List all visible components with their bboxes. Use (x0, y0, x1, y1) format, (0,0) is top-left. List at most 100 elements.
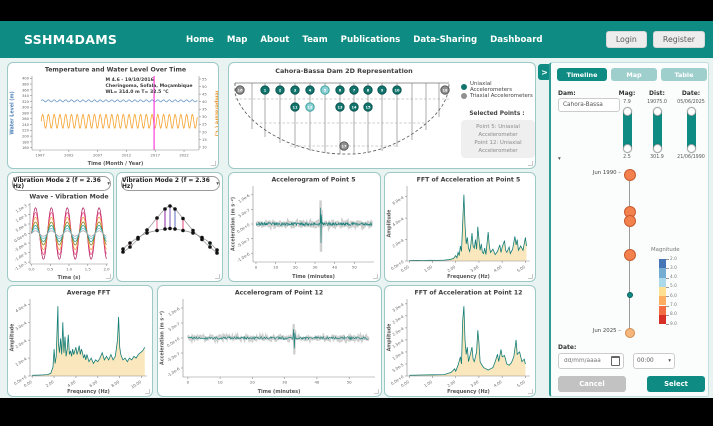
dam-point-15[interactable]: 15 (363, 102, 373, 112)
dam-point-8[interactable]: 8 (363, 85, 373, 95)
svg-text:1: 1 (264, 88, 267, 92)
nav-item-dashboard[interactable]: Dashboard (490, 34, 543, 45)
triaxial-label: Triaxial Accelerometers (470, 93, 533, 99)
svg-text:11: 11 (292, 105, 298, 109)
svg-text:9: 9 (381, 88, 384, 92)
time-select-value: 00:00 (637, 358, 654, 364)
timeline-event-dot[interactable] (626, 291, 633, 298)
magnitude-color-segment (659, 268, 666, 278)
login-button[interactable]: Login (605, 31, 647, 48)
dam-point-13[interactable]: 13 (335, 102, 345, 112)
chart-title: Temperature and Water Level Over Time (45, 67, 186, 74)
svg-text:-1.0e-6: -1.0e-6 (236, 251, 251, 263)
event-annotation: M 4.6 - 19/10/2016 Cheringoma, Sofala, Mo… (105, 77, 192, 95)
svg-text:5.00: 5.00 (516, 264, 526, 273)
svg-text:0.00: 0.00 (400, 379, 410, 388)
dam-point-3[interactable]: 3 (290, 85, 300, 95)
nav-item-team[interactable]: Team (302, 34, 328, 45)
dam-point-14[interactable]: 14 (349, 102, 359, 112)
brand-logo: SSHM4DAMS (24, 32, 118, 47)
svg-text:1.0e-4: 1.0e-4 (14, 356, 28, 367)
dam-select[interactable]: Cahora-Bassa (558, 98, 620, 112)
timeline-event-dot[interactable] (623, 248, 636, 261)
nav-item-home[interactable]: Home (186, 34, 214, 45)
date-slider-handle-min[interactable] (687, 144, 696, 153)
timeline-event-dot[interactable] (623, 214, 636, 227)
svg-text:16: 16 (237, 88, 243, 92)
sidebar: Timeline Map Table Dam: Cahora-Bassa ▾ M… (549, 62, 709, 397)
date-slider-track[interactable] (687, 107, 696, 153)
dam-point-17[interactable]: 17 (339, 141, 349, 151)
svg-text:5.00: 5.00 (516, 379, 526, 388)
chart-title: Accelerogram of Point 12 (235, 290, 323, 297)
timeline-start-label: Jun 1990 – (592, 170, 621, 176)
dam-point-6[interactable]: 6 (335, 85, 345, 95)
svg-text:1.0e-3: 1.0e-3 (15, 212, 28, 223)
svg-text:0: 0 (187, 380, 190, 385)
dam-point-11[interactable]: 11 (290, 102, 300, 112)
wave-mode-dropdown[interactable]: Vibration Mode 2 (f = 2.36 Hz) ▾ (12, 176, 111, 191)
dam-point-9[interactable]: 9 (377, 85, 387, 95)
svg-text:2.0: 2.0 (103, 267, 110, 272)
cancel-button[interactable]: Cancel (558, 376, 626, 392)
magnitude-color-segment (659, 296, 666, 306)
nav-item-publications[interactable]: Publications (340, 34, 401, 45)
dist-slider-handle-min[interactable] (653, 144, 662, 153)
mode-shape-dropdown[interactable]: Vibration Mode 2 (f = 2.36 Hz) ▾ (121, 176, 220, 191)
dist-slider-track[interactable] (653, 107, 662, 153)
tab-timeline[interactable]: Timeline (557, 68, 607, 81)
magnitude-color-segment (659, 259, 666, 269)
magnitude-color-segment (659, 314, 666, 325)
select-button[interactable]: Select (647, 376, 705, 392)
date-input[interactable] (558, 353, 624, 369)
dam-point-2[interactable]: 2 (275, 85, 285, 95)
average-fft-chart: 0.00 2.00 4.00 6.00 8.00 10.000.0e+01.0e-42.0… (10, 290, 147, 395)
panel-mode-shape: Vibration Mode 2 (f = 2.36 Hz) ▾ (116, 172, 223, 282)
svg-text:160: 160 (22, 146, 30, 150)
date-slider-handle-max[interactable] (687, 107, 696, 116)
timeline-event-dot[interactable] (623, 169, 636, 181)
nav-item-about[interactable]: About (260, 34, 290, 45)
time-select[interactable]: 00:00 ▾ (633, 353, 675, 369)
x-axis-label: Time (s) (57, 275, 80, 281)
nav-item-map[interactable]: Map (226, 34, 248, 45)
mag-slider-track[interactable] (623, 107, 632, 153)
dam-point-10[interactable]: 10 (392, 85, 402, 95)
svg-text:1.0e-6: 1.0e-6 (167, 306, 181, 317)
svg-text:4: 4 (309, 88, 312, 92)
dam-2d-title: Cahora-Bassa Dam 2D Representation (275, 67, 413, 75)
dam-point-7[interactable]: 7 (349, 85, 359, 95)
magnitude-tick-label: 4.0 (670, 275, 677, 281)
tab-table[interactable]: Table (661, 68, 707, 81)
dam-select-chevron-icon[interactable]: ▾ (558, 156, 561, 162)
svg-text:2007: 2007 (93, 154, 103, 158)
series-line (31, 225, 107, 242)
dam-point-12[interactable]: 12 (305, 102, 315, 112)
svg-text:3.00: 3.00 (469, 264, 479, 273)
dam-point-4[interactable]: 4 (305, 85, 315, 95)
dam-point-1[interactable]: 1 (260, 85, 270, 95)
mag-slider-handle-max[interactable] (623, 107, 632, 116)
dam-point-5[interactable]: 5 (320, 85, 330, 95)
svg-text:5.0e-5: 5.0e-5 (391, 362, 405, 373)
series-line (255, 207, 373, 244)
dam-point-18[interactable]: 18 (440, 85, 450, 95)
date-input-field[interactable] (562, 357, 606, 365)
y-axis-label-right: Temperature (°C) (214, 90, 219, 136)
mag-slider-handle-min[interactable] (623, 144, 632, 153)
sidebar-collapse-button[interactable]: > (538, 64, 551, 80)
dashboard-page: SSHM4DAMS Home Map About Team Publicatio… (0, 21, 713, 398)
svg-text:30: 30 (202, 115, 207, 119)
nav-item-data-sharing[interactable]: Data-Sharing (413, 34, 478, 45)
x-axis-label: Time (minutes) (258, 389, 301, 395)
wave-mode-dropdown-label: Vibration Mode 2 (f = 2.36 Hz) (13, 177, 101, 190)
svg-text:40: 40 (314, 380, 319, 385)
register-button[interactable]: Register (652, 31, 705, 48)
dam-point-16[interactable]: 16 (235, 85, 245, 95)
svg-text:1.00: 1.00 (423, 379, 433, 388)
tab-map[interactable]: Map (611, 68, 657, 81)
dist-slider-handle-max[interactable] (653, 107, 662, 116)
timeline-event-dot[interactable] (624, 328, 635, 338)
x-axis-label: Frequency (Hz) (67, 389, 110, 395)
